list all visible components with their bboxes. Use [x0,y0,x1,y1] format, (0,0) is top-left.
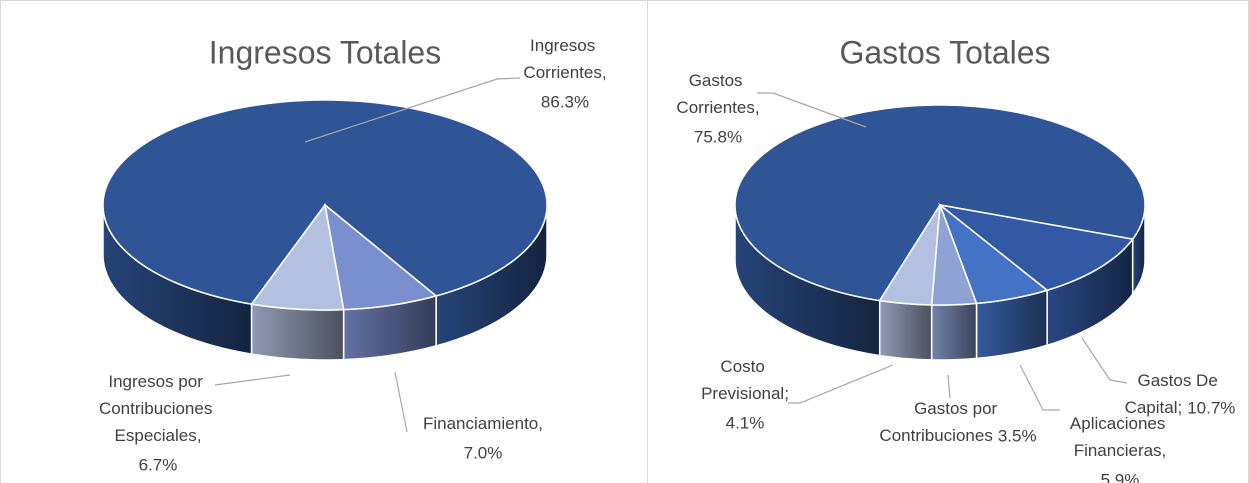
chart-title: Ingresos Totales [209,34,441,70]
pie-slice [323,203,438,311]
data-label-value: 75.8% [694,127,742,146]
data-label-name: Financiamiento, [423,414,543,433]
data-label-value: 10.7% [1187,398,1235,417]
leader-line [947,374,951,399]
leader-line [394,371,408,433]
data-label-name: Gastos por Contribuciones [879,399,1002,445]
data-label-value: 86.3% [541,92,589,111]
leader-line [214,374,291,386]
data-label-value: 4.1% [726,413,765,432]
leader-line [1081,337,1128,384]
pie-sides [734,204,1146,361]
pie-tops [734,104,1146,306]
leader-line [757,92,867,128]
pie-slice [250,203,345,311]
data-label-value: 3.5% [998,426,1037,445]
data-label-value: 6.7% [139,455,178,474]
pie-tops [102,99,548,311]
pie-slice [102,99,548,305]
pie-slice [734,104,1146,302]
data-label-name: Ingresos Corrientes, [523,36,606,82]
data-label-name: Gastos Corrientes, [676,71,759,117]
pie-slice [930,204,978,306]
pie-side [878,299,933,361]
pie-slice [938,202,1049,305]
data-label-value: 5.9% [1101,470,1140,483]
pie-slice [939,204,1135,292]
pie-side [250,303,345,361]
leader-line [304,77,521,143]
leader-line [1019,364,1060,411]
data-label-name: Gastos De Capital; [1125,371,1223,417]
leader-line [788,364,894,404]
data-label-name: Ingresos por Contribuciones Especiales, [99,372,217,445]
pie-sides [102,204,548,361]
data-label-name: Aplicaciones Financieras, [1070,414,1170,460]
data-label-name: Costo Previsional; [701,357,789,403]
data-label-value: 7.0% [464,443,503,462]
chart-title: Gastos Totales [839,34,1050,70]
pie-slice [878,204,941,306]
pie-side [930,302,978,361]
